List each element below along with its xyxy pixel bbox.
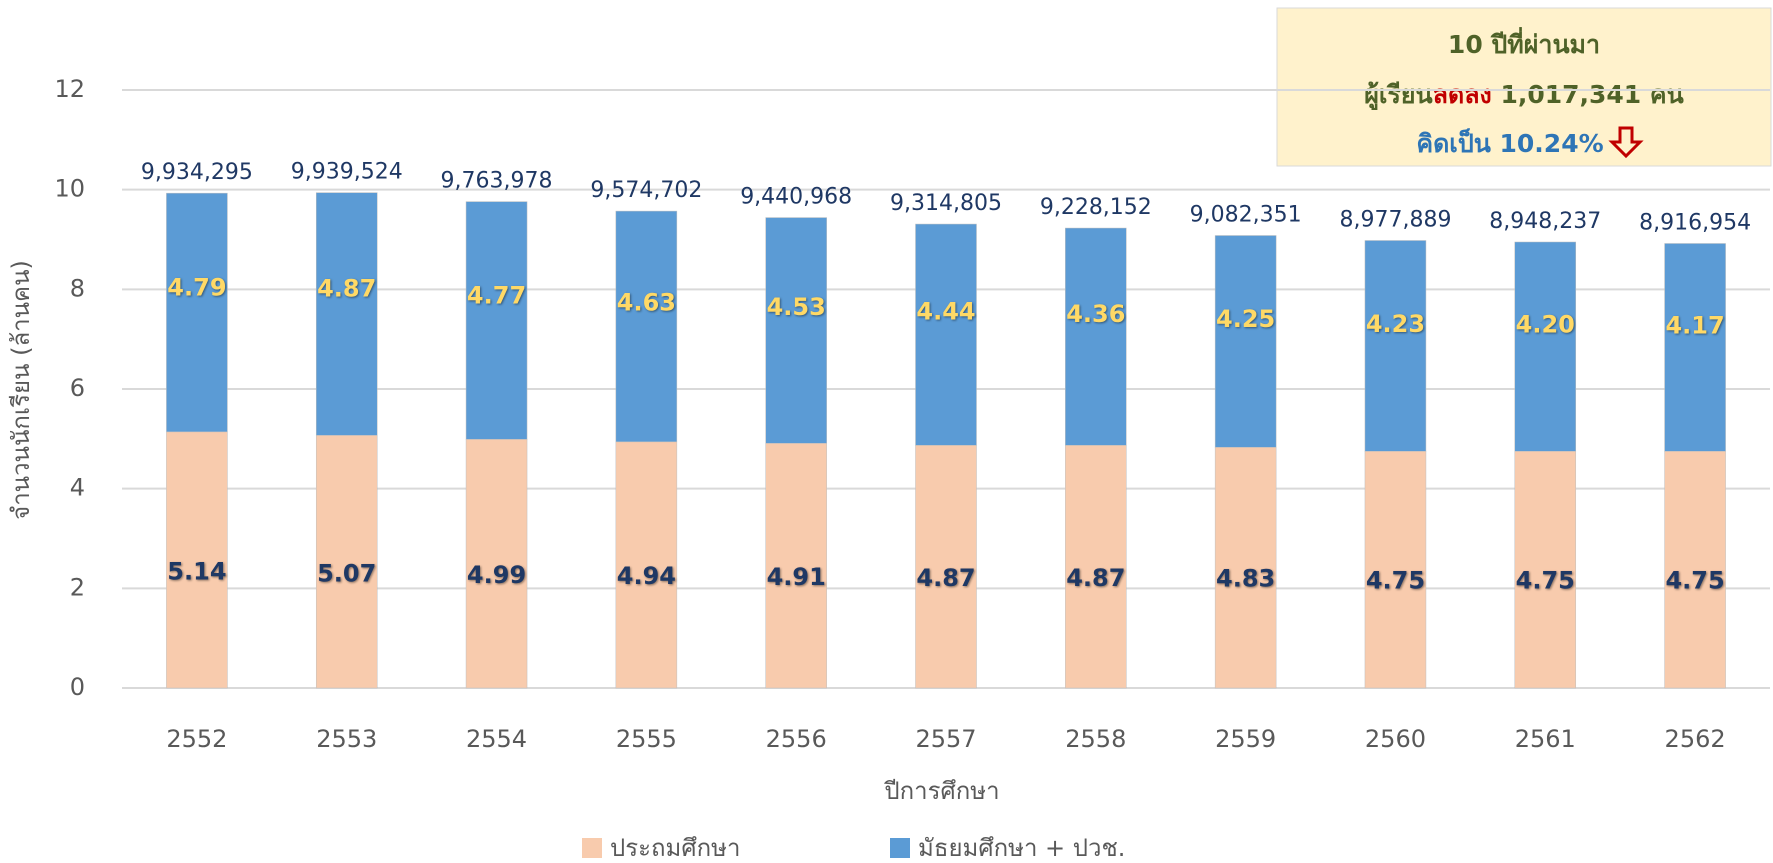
data-label: 4.79 [167, 274, 226, 302]
bar-segment [315, 435, 378, 689]
data-label: 4.83 [1216, 565, 1275, 593]
annotation-part: 1,017,341 คน [1492, 80, 1684, 109]
y-tick-label: 12 [54, 75, 85, 103]
annotation-part: ลดลง [1433, 80, 1492, 109]
bar-segment [615, 210, 678, 443]
bar-segment [166, 431, 228, 689]
bar-segment [1065, 227, 1127, 446]
data-label: 4.53 [767, 293, 826, 321]
y-tick-label: 4 [70, 474, 85, 502]
total-label: 9,228,152 [1040, 195, 1152, 220]
x-axis-title: ปีการศึกษา [883, 777, 999, 805]
data-label: 4.75 [1665, 566, 1724, 594]
bar-segment [1514, 241, 1577, 452]
bar-segment [1664, 451, 1726, 689]
bar-segment [1364, 451, 1427, 689]
data-label: 5.07 [317, 559, 376, 587]
y-tick-label: 2 [70, 573, 85, 601]
bar-segment [166, 192, 228, 433]
bar-segment [765, 217, 827, 444]
legend-label: ประถมศึกษา [610, 834, 740, 862]
data-label: 4.87 [916, 564, 975, 592]
bar-segment [1514, 451, 1577, 689]
bar-segment [765, 443, 827, 689]
total-label: 8,948,237 [1489, 209, 1601, 234]
x-tick-label: 2559 [1215, 725, 1276, 753]
annotation-line: 10 ปีที่ผ่านมา [1448, 27, 1600, 59]
data-label: 4.44 [916, 298, 975, 326]
x-tick-label: 2562 [1665, 725, 1726, 753]
x-tick-label: 2558 [1065, 725, 1126, 753]
total-label: 9,314,805 [890, 191, 1002, 216]
data-label: 4.75 [1366, 566, 1425, 594]
data-label: 4.77 [467, 282, 526, 310]
x-tick-label: 2555 [616, 725, 677, 753]
y-tick-label: 0 [70, 673, 85, 701]
data-label: 4.94 [617, 562, 676, 590]
total-label: 8,916,954 [1639, 210, 1751, 235]
data-label: 4.36 [1066, 300, 1125, 328]
data-label: 4.87 [317, 275, 376, 303]
data-label: 4.75 [1516, 566, 1575, 594]
bar-segment [1364, 240, 1427, 452]
annotation-line: คิดเป็น 10.24% [1416, 128, 1603, 158]
y-axis-title: จำนวนนักเรียน (ล้านคน) [7, 260, 35, 520]
annotation-part: ผู้เรียน [1364, 80, 1432, 111]
data-label: 5.14 [167, 558, 226, 586]
total-label: 9,440,968 [740, 185, 852, 210]
total-label: 9,939,524 [291, 160, 403, 185]
down-arrow [1608, 126, 1644, 159]
bar-segment [465, 201, 528, 440]
bar-segment [915, 223, 977, 446]
data-label: 4.23 [1366, 310, 1425, 338]
data-label: 4.87 [1066, 564, 1125, 592]
y-tick-label: 8 [70, 274, 85, 302]
x-tick-label: 2561 [1515, 725, 1576, 753]
annotation-box [1276, 7, 1772, 167]
bar-segment [465, 439, 528, 689]
x-tick-label: 2556 [766, 725, 827, 753]
data-label: 4.99 [467, 561, 526, 589]
y-tick-label: 6 [70, 374, 85, 402]
bar-segment [615, 441, 678, 689]
bar-segment [1065, 445, 1127, 689]
bar-segment [315, 192, 378, 436]
total-label: 9,934,295 [141, 160, 253, 185]
x-tick-label: 2560 [1365, 725, 1426, 753]
data-label: 4.25 [1216, 305, 1275, 333]
legend-swatch [890, 838, 910, 858]
total-label: 9,763,978 [441, 169, 553, 194]
x-tick-label: 2552 [166, 725, 227, 753]
total-label: 9,082,351 [1190, 203, 1302, 228]
x-tick-label: 2553 [316, 725, 377, 753]
annotation-line: ผู้เรียนลดลง 1,017,341 คน [1364, 80, 1683, 111]
data-label: 4.17 [1665, 312, 1724, 340]
data-label: 4.63 [617, 288, 676, 316]
total-label: 9,574,702 [590, 178, 702, 203]
bar-segment [1214, 235, 1277, 448]
x-tick-label: 2557 [915, 725, 976, 753]
x-tick-label: 2554 [466, 725, 527, 753]
total-label: 8,977,889 [1339, 207, 1451, 232]
y-tick-label: 10 [54, 175, 85, 203]
legend-label: มัธยมศึกษา + ปวช. [918, 834, 1125, 862]
data-label: 4.20 [1516, 311, 1575, 339]
data-label: 4.91 [767, 563, 826, 591]
bar-segment [1664, 243, 1726, 452]
legend-swatch [582, 838, 602, 858]
bar-segment [1214, 447, 1277, 689]
